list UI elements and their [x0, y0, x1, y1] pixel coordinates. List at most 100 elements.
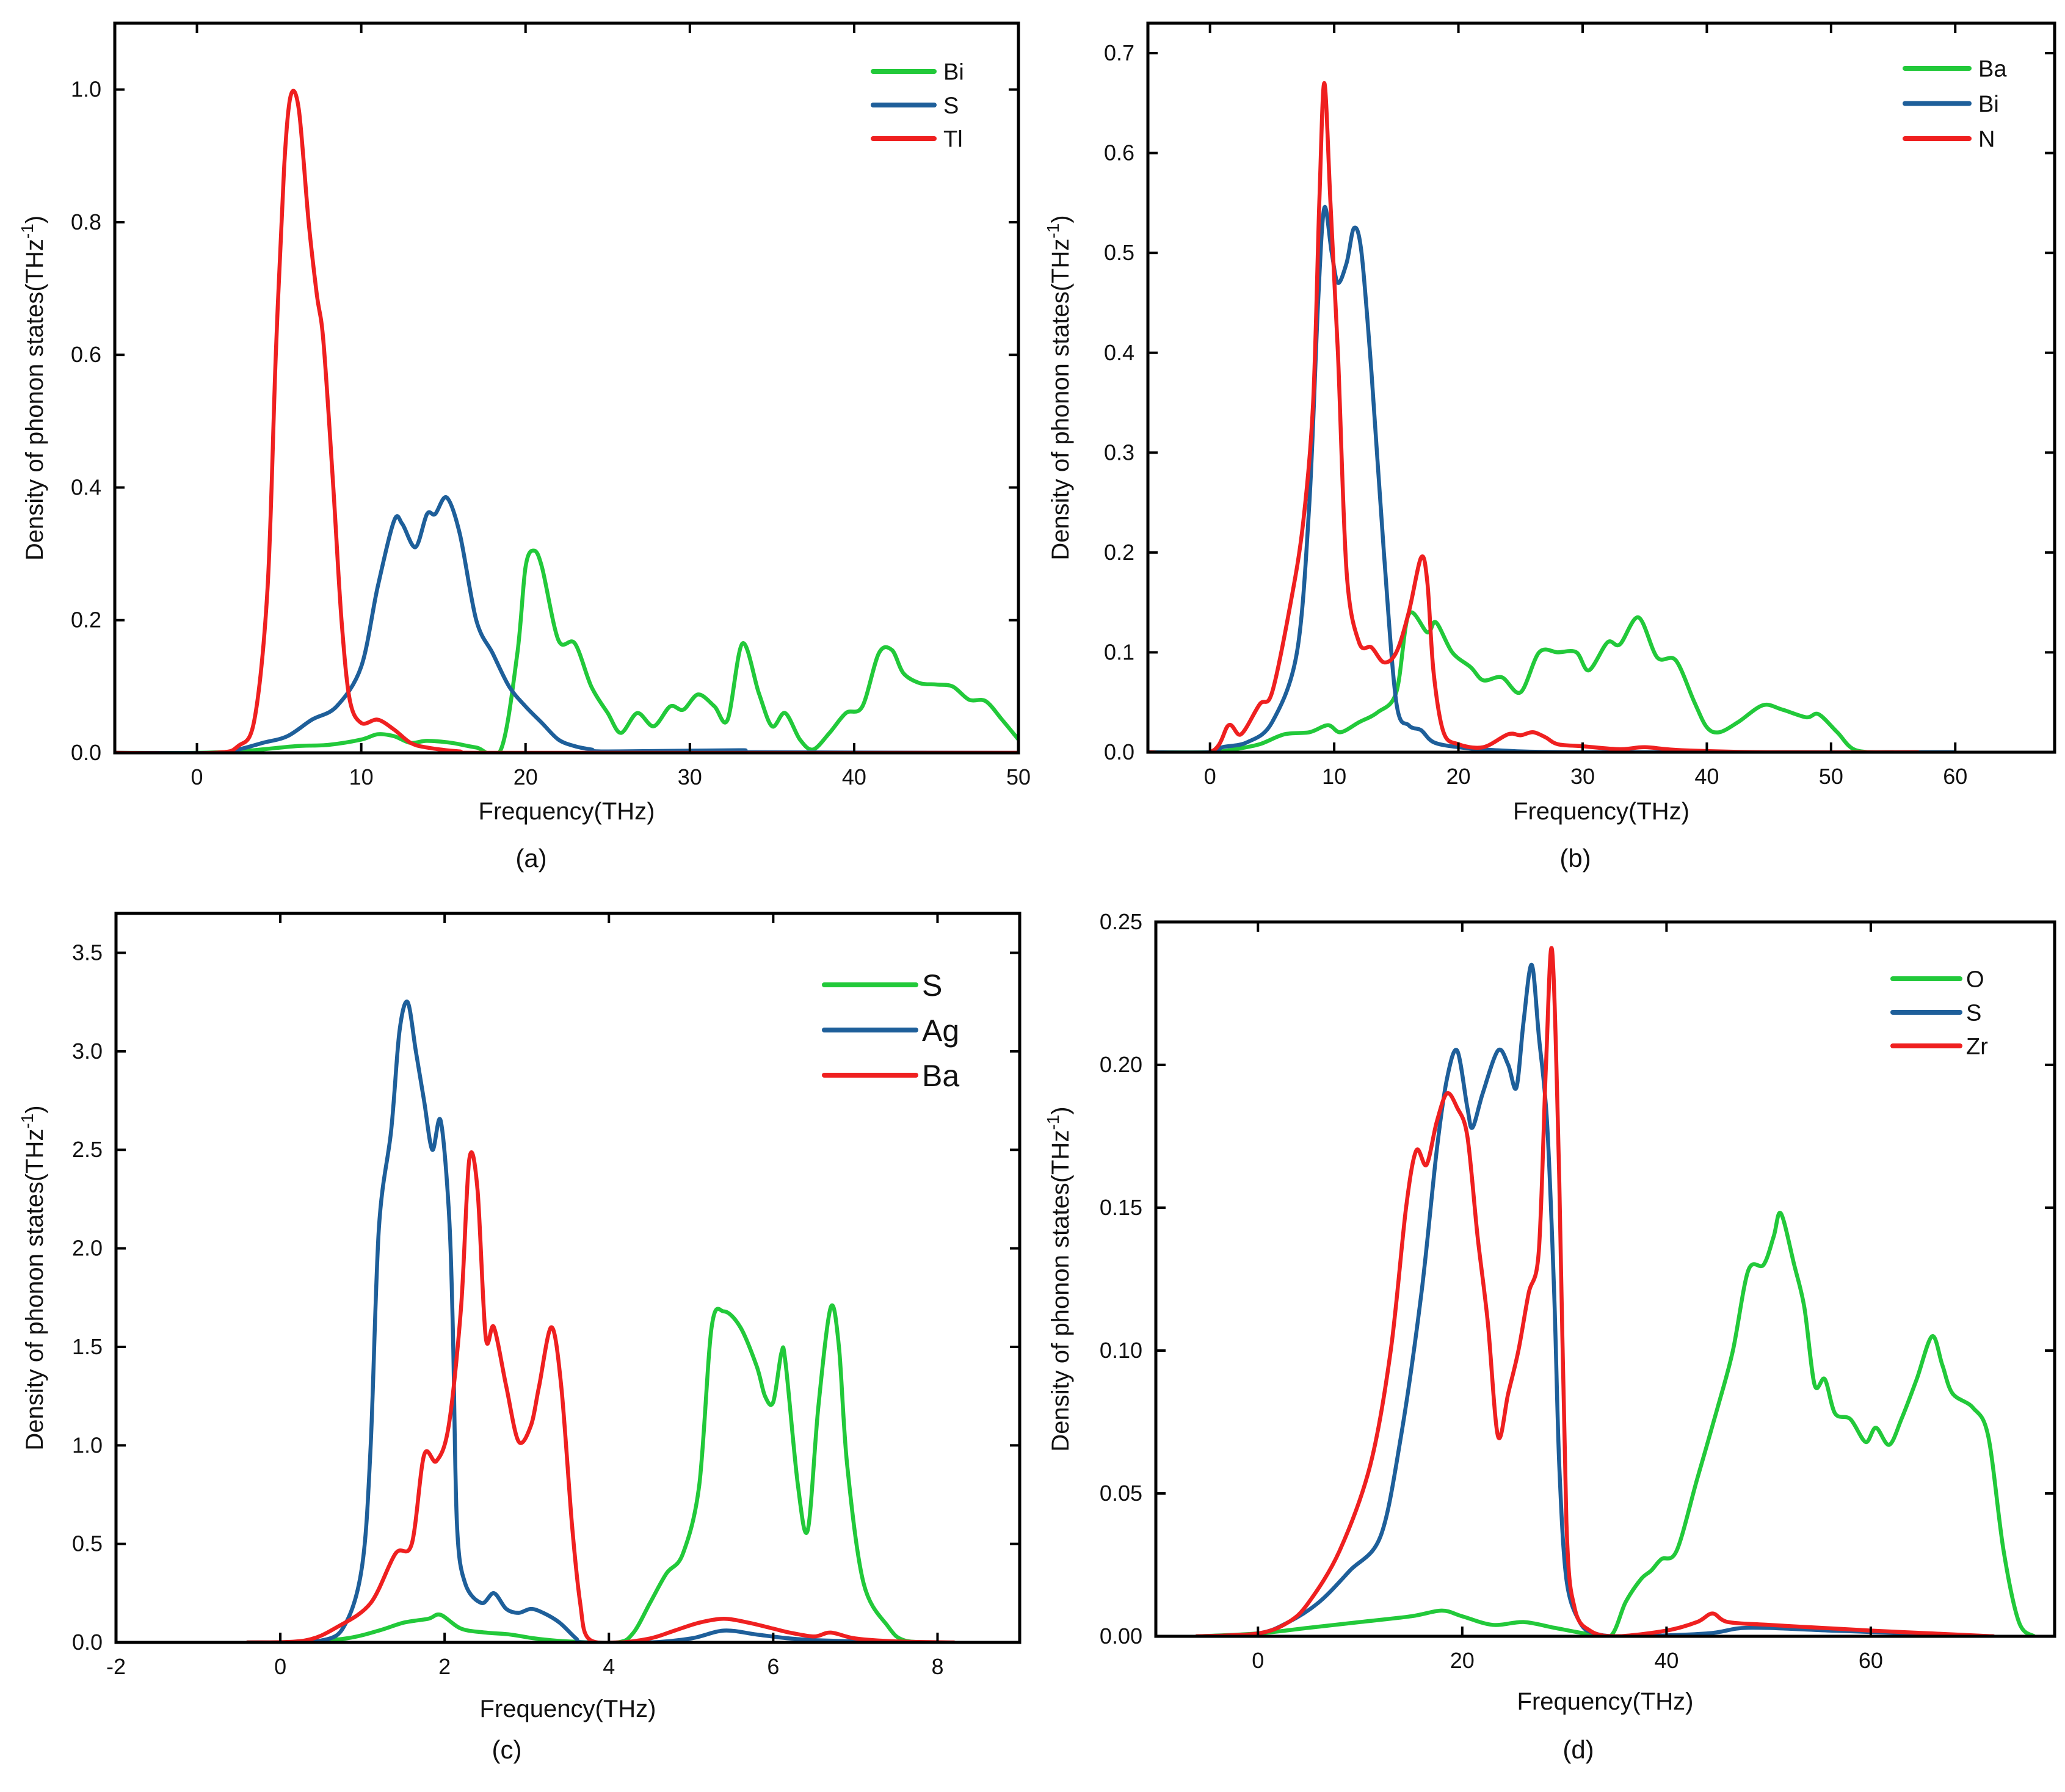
- legend-label-tl: Tl: [943, 127, 963, 153]
- y-tick-label: 2.5: [72, 1137, 103, 1162]
- panel-caption: (a): [515, 844, 546, 872]
- plot-area-b: [1148, 81, 1958, 752]
- series-line-ba: [1148, 610, 1895, 752]
- y-tick-label: 0.5: [1104, 240, 1134, 265]
- x-tick-label: 50: [1819, 764, 1843, 789]
- y-tick-label: 0.00: [1100, 1623, 1142, 1649]
- y-tick-label: 1.0: [72, 1432, 103, 1457]
- panel-b: 0 10 20 30 40 50 60 0.0 0.1 0.2 0.3 0.4 0.5 0.6 0.7 Fre…: [1043, 21, 2056, 872]
- x-tick-label: 6: [767, 1654, 779, 1679]
- x-tick-label: 0: [191, 764, 203, 789]
- y-tick-label: 0.0: [72, 1630, 103, 1655]
- x-axis-label: Frequency(THz): [1517, 1688, 1694, 1715]
- y-axis-label-superscript: -1: [18, 223, 37, 239]
- x-tick-label: 40: [842, 764, 866, 789]
- legend-label-bi: Bi: [943, 60, 964, 85]
- y-tick-label: 3.0: [72, 1039, 103, 1064]
- y-tick-label: 0.1: [1104, 639, 1134, 664]
- legend-label-bi: Bi: [1978, 92, 1999, 117]
- y-tick-label: 0.4: [71, 474, 101, 499]
- panel-c: -2 0 2 4 6 8 0.0 0.5 1.0 1.5 2.0 2.5 3.0 3.5 Frequency…: [18, 912, 1022, 1764]
- y-tick-label: 0.6: [1104, 140, 1134, 165]
- y-axis-label: Density of phonon states(THz-1): [1043, 215, 1074, 560]
- legend-label-s: S: [922, 968, 942, 1003]
- legend-label-n: N: [1978, 127, 1995, 153]
- x-tick-label: 0: [274, 1654, 286, 1679]
- x-tick-label: 20: [1450, 1648, 1475, 1673]
- series-line-zr: [1194, 946, 1995, 1636]
- y-tick-label: 0.6: [71, 342, 101, 367]
- x-tick-label: 2: [438, 1654, 451, 1679]
- y-tick-label: 0.2: [1104, 540, 1134, 565]
- y-tick-label: 0.0: [1104, 739, 1134, 764]
- plot-frame: [1146, 21, 2056, 754]
- x-tick-label: 10: [349, 764, 374, 789]
- legend-label-o: O: [1966, 967, 1984, 993]
- x-tick-label: 60: [1859, 1648, 1883, 1673]
- y-axis-label-main: Density of phonon states(THz: [1047, 1130, 1074, 1452]
- x-tick-label: 30: [678, 764, 702, 789]
- y-axis-label-superscript: -1: [1043, 223, 1062, 239]
- plot-frame: [114, 912, 1022, 1644]
- y-tick-label: 0.7: [1104, 40, 1134, 65]
- y-axis-label-close: ): [1047, 215, 1074, 223]
- y-tick-label: 1.5: [72, 1334, 103, 1359]
- x-tick-label: 30: [1570, 764, 1595, 789]
- plot-frame: [1154, 920, 2056, 1638]
- series-line-s: [1194, 962, 1995, 1636]
- plot-area-d: [1194, 946, 2036, 1636]
- y-axis-label-main: Density of phonon states(THz: [1047, 239, 1074, 560]
- x-axis-label: Frequency(THz): [1513, 798, 1689, 825]
- x-axis-label: Frequency(THz): [480, 1696, 656, 1722]
- legend: S Ag Ba: [822, 968, 959, 1093]
- x-tick-label: 0: [1252, 1648, 1264, 1673]
- y-axis-label-main: Density of phonon states(THz: [21, 239, 48, 560]
- y-axis-label-superscript: -1: [18, 1114, 37, 1129]
- x-tick-label: 40: [1654, 1648, 1678, 1673]
- y-axis-label: Density of phonon states(THz-1): [18, 1105, 48, 1450]
- y-tick-label: 0.8: [71, 209, 101, 234]
- series-line-ag: [245, 999, 899, 1642]
- y-tick-label: 0.05: [1100, 1481, 1142, 1506]
- y-tick-label: 0.4: [1104, 340, 1134, 365]
- series-line-bi: [1148, 205, 1958, 752]
- legend-label-s: S: [1966, 1001, 1981, 1026]
- legend-label-s: S: [943, 93, 959, 119]
- y-axis-label-superscript: -1: [1043, 1115, 1062, 1130]
- panel-d: 0 20 40 60 0.00 0.05 0.10 0.15 0.20 0.25 Frequency…: [1043, 909, 2056, 1764]
- x-tick-label: 20: [1446, 764, 1471, 789]
- y-axis-label-close: ): [21, 216, 48, 223]
- series-line-s: [245, 1303, 940, 1642]
- series-line-ba: [245, 1150, 956, 1642]
- series-line-bi: [115, 548, 1018, 753]
- legend: Bi S Tl: [871, 60, 964, 153]
- y-tick-label: 0.3: [1104, 440, 1134, 465]
- x-tick-label: 60: [1943, 764, 1967, 789]
- series-line-tl: [115, 89, 1018, 753]
- x-tick-label: 10: [1322, 764, 1346, 789]
- y-tick-label: 0.2: [71, 608, 101, 633]
- y-axis-label-main: Density of phonon states(THz: [21, 1129, 48, 1451]
- series-line-s: [115, 495, 1018, 753]
- legend-label-zr: Zr: [1966, 1034, 1988, 1060]
- x-tick-label: 50: [1006, 764, 1031, 789]
- x-tick-label: -2: [106, 1654, 126, 1679]
- legend: OS Zr: [1890, 967, 1988, 1060]
- y-axis-label: Density of phonon states(THz-1): [18, 216, 48, 560]
- y-axis-label-close: ): [21, 1105, 48, 1113]
- plot-area-c: [245, 999, 956, 1642]
- y-tick-label: 0.5: [72, 1531, 103, 1556]
- plot-area-a: [115, 89, 1018, 753]
- panel-caption: (c): [492, 1735, 522, 1764]
- y-axis-label-close: ): [1047, 1106, 1074, 1114]
- legend-label-ba: Ba: [922, 1059, 959, 1093]
- x-tick-label: 20: [514, 764, 538, 789]
- y-tick-label: 3.5: [72, 940, 103, 965]
- legend-label-ag: Ag: [922, 1014, 959, 1048]
- x-tick-label: 40: [1694, 764, 1719, 789]
- y-tick-label: 0.10: [1100, 1338, 1142, 1363]
- legend-label-ba: Ba: [1978, 57, 2007, 82]
- x-axis-label: Frequency(THz): [479, 798, 655, 825]
- plot-frame: [113, 21, 1020, 755]
